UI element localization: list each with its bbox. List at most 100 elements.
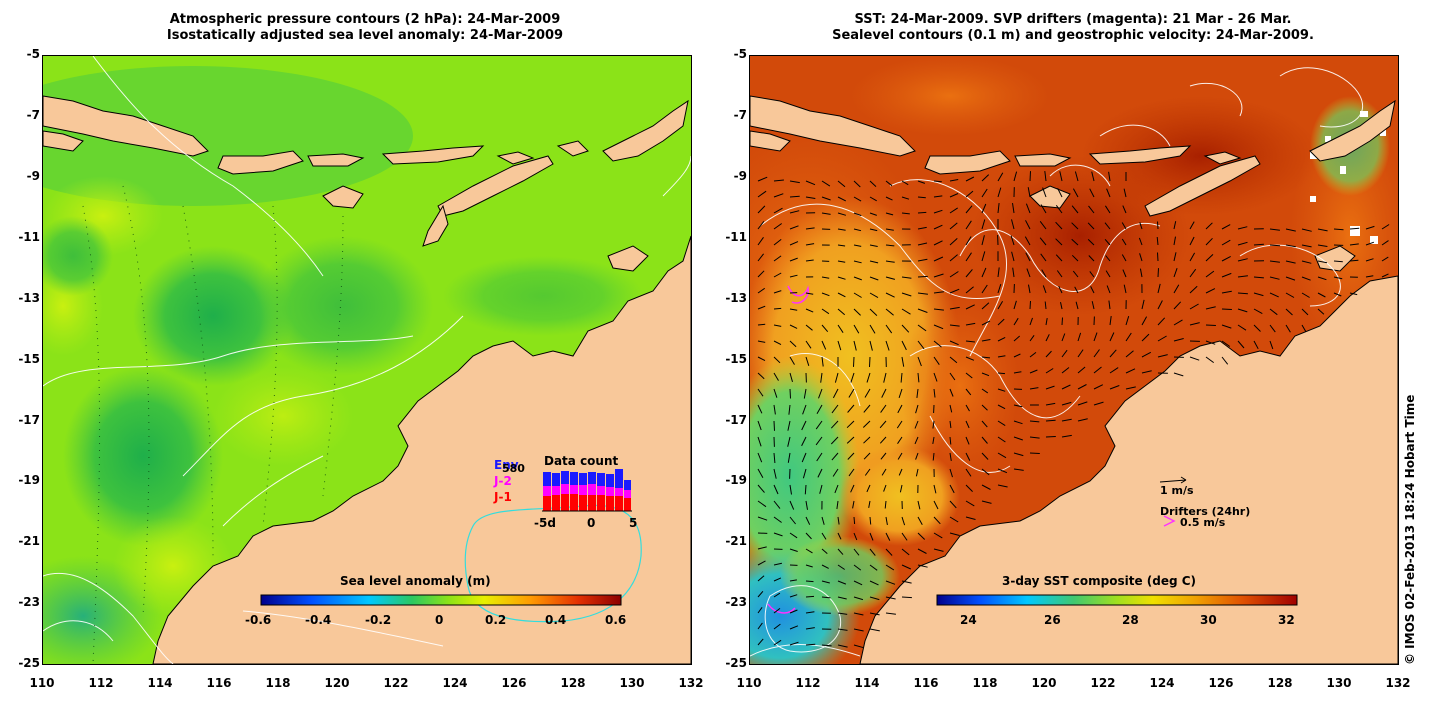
- velocity-vector: [1221, 340, 1231, 347]
- velocity-vector: [1173, 284, 1180, 294]
- velocity-vector: [917, 196, 926, 199]
- velocity-vector: [1093, 401, 1104, 406]
- velocity-vector: [821, 180, 831, 187]
- velocity-vector: [1055, 221, 1063, 230]
- velocity-vector: [1285, 276, 1296, 281]
- velocity-vector: [997, 336, 1006, 342]
- velocity-vector: [805, 548, 813, 554]
- velocity-vector: [1221, 356, 1229, 365]
- velocity-vector: [1269, 340, 1274, 350]
- velocity-vector: [981, 235, 985, 246]
- velocity-vector: [917, 275, 928, 278]
- velocity-vector: [1071, 205, 1079, 214]
- velocity-vector: [1061, 401, 1072, 406]
- velocity-vector: [981, 302, 990, 310]
- velocity-vector: [949, 532, 960, 536]
- velocity-vector: [981, 219, 986, 230]
- velocity-vector: [1029, 436, 1040, 439]
- velocity-vector: [949, 484, 955, 494]
- velocity-vector: [880, 452, 887, 460]
- velocity-vector: [869, 292, 879, 299]
- velocity-vector: [965, 404, 970, 412]
- velocity-vector: [773, 324, 782, 327]
- velocity-vector: [901, 596, 912, 599]
- right-xtick-10: 130: [1326, 676, 1352, 690]
- sla-tick-5: 0.4: [545, 613, 567, 627]
- velocity-vector: [1253, 292, 1264, 297]
- velocity-vector: [1141, 316, 1148, 326]
- velocity-vector: [1349, 227, 1360, 230]
- sla-colorbar: [260, 594, 622, 606]
- velocity-vector: [1040, 253, 1047, 262]
- sla-map[interactable]: [42, 55, 692, 665]
- velocity-vector: [863, 452, 871, 460]
- left-ytick-0: -5: [26, 47, 40, 61]
- velocity-vector: [981, 468, 990, 476]
- velocity-vector: [885, 276, 896, 280]
- velocity-vector: [789, 324, 798, 329]
- velocity-vector: [847, 404, 855, 413]
- right-ytick-6: -17: [725, 413, 747, 427]
- velocity-vector: [869, 212, 877, 216]
- velocity-vector: [853, 564, 862, 571]
- velocity-vector: [1237, 308, 1248, 313]
- velocity-vector: [884, 500, 887, 509]
- velocity-vector: [1071, 254, 1079, 262]
- velocity-vector: [757, 516, 768, 521]
- velocity-vector: [1077, 332, 1082, 342]
- velocity-vector: [757, 388, 764, 397]
- velocity-vector: [789, 548, 798, 552]
- velocity-vector: [885, 340, 890, 351]
- velocity-vector: [965, 388, 972, 396]
- velocity-vector: [1253, 276, 1264, 279]
- velocity-vector: [949, 193, 959, 198]
- velocity-vector: [801, 436, 807, 447]
- velocity-vector: [932, 420, 935, 429]
- velocity-vector: [1285, 228, 1296, 232]
- velocity-vector: [1058, 285, 1063, 294]
- velocity-vector: [981, 388, 989, 394]
- velocity-vector: [869, 516, 872, 525]
- velocity-vector: [1253, 243, 1264, 246]
- velocity-vector: [869, 196, 877, 202]
- velocity-vector: [1237, 241, 1248, 246]
- velocity-vector: [1157, 335, 1167, 342]
- velocity-vector: [821, 596, 831, 599]
- velocity-vector: [1029, 317, 1033, 326]
- velocity-vector: [837, 644, 848, 648]
- sst-map[interactable]: [749, 55, 1399, 665]
- velocity-vector: [915, 452, 919, 460]
- velocity-vector: [1045, 368, 1054, 374]
- velocity-vector: [869, 564, 878, 571]
- velocity-vector: [1055, 254, 1063, 262]
- velocity-vector: [1301, 308, 1309, 316]
- velocity-vector: [1077, 366, 1086, 374]
- inset-legend-j1: J-1: [494, 490, 512, 504]
- velocity-vector: [1028, 284, 1031, 294]
- velocity-vector: [863, 404, 871, 413]
- velocity-vector: [901, 292, 912, 297]
- velocity-vector: [801, 452, 807, 463]
- velocity-vector: [869, 244, 878, 247]
- velocity-vector: [789, 625, 799, 630]
- velocity-vector: [805, 259, 814, 262]
- right-ytick-9: -23: [725, 595, 747, 609]
- velocity-vector: [757, 190, 767, 198]
- velocity-vector: [1089, 188, 1095, 198]
- velocity-vector: [1301, 228, 1312, 232]
- velocity-vector: [1253, 324, 1261, 332]
- velocity-vector: [965, 452, 971, 461]
- velocity-vector: [1301, 324, 1307, 333]
- velocity-vector: [837, 612, 848, 615]
- velocity-vector: [1056, 270, 1063, 278]
- left-xtick-9: 128: [560, 676, 586, 690]
- velocity-vector: [885, 308, 894, 316]
- right-xtick-0: 110: [736, 676, 762, 690]
- velocity-vector: [821, 532, 827, 540]
- velocity-vector: [805, 356, 810, 366]
- velocity-vector: [1104, 222, 1111, 230]
- velocity-vector: [997, 283, 1002, 294]
- velocity-vector: [789, 579, 797, 582]
- velocity-vector: [789, 356, 795, 365]
- velocity-vector: [881, 388, 887, 398]
